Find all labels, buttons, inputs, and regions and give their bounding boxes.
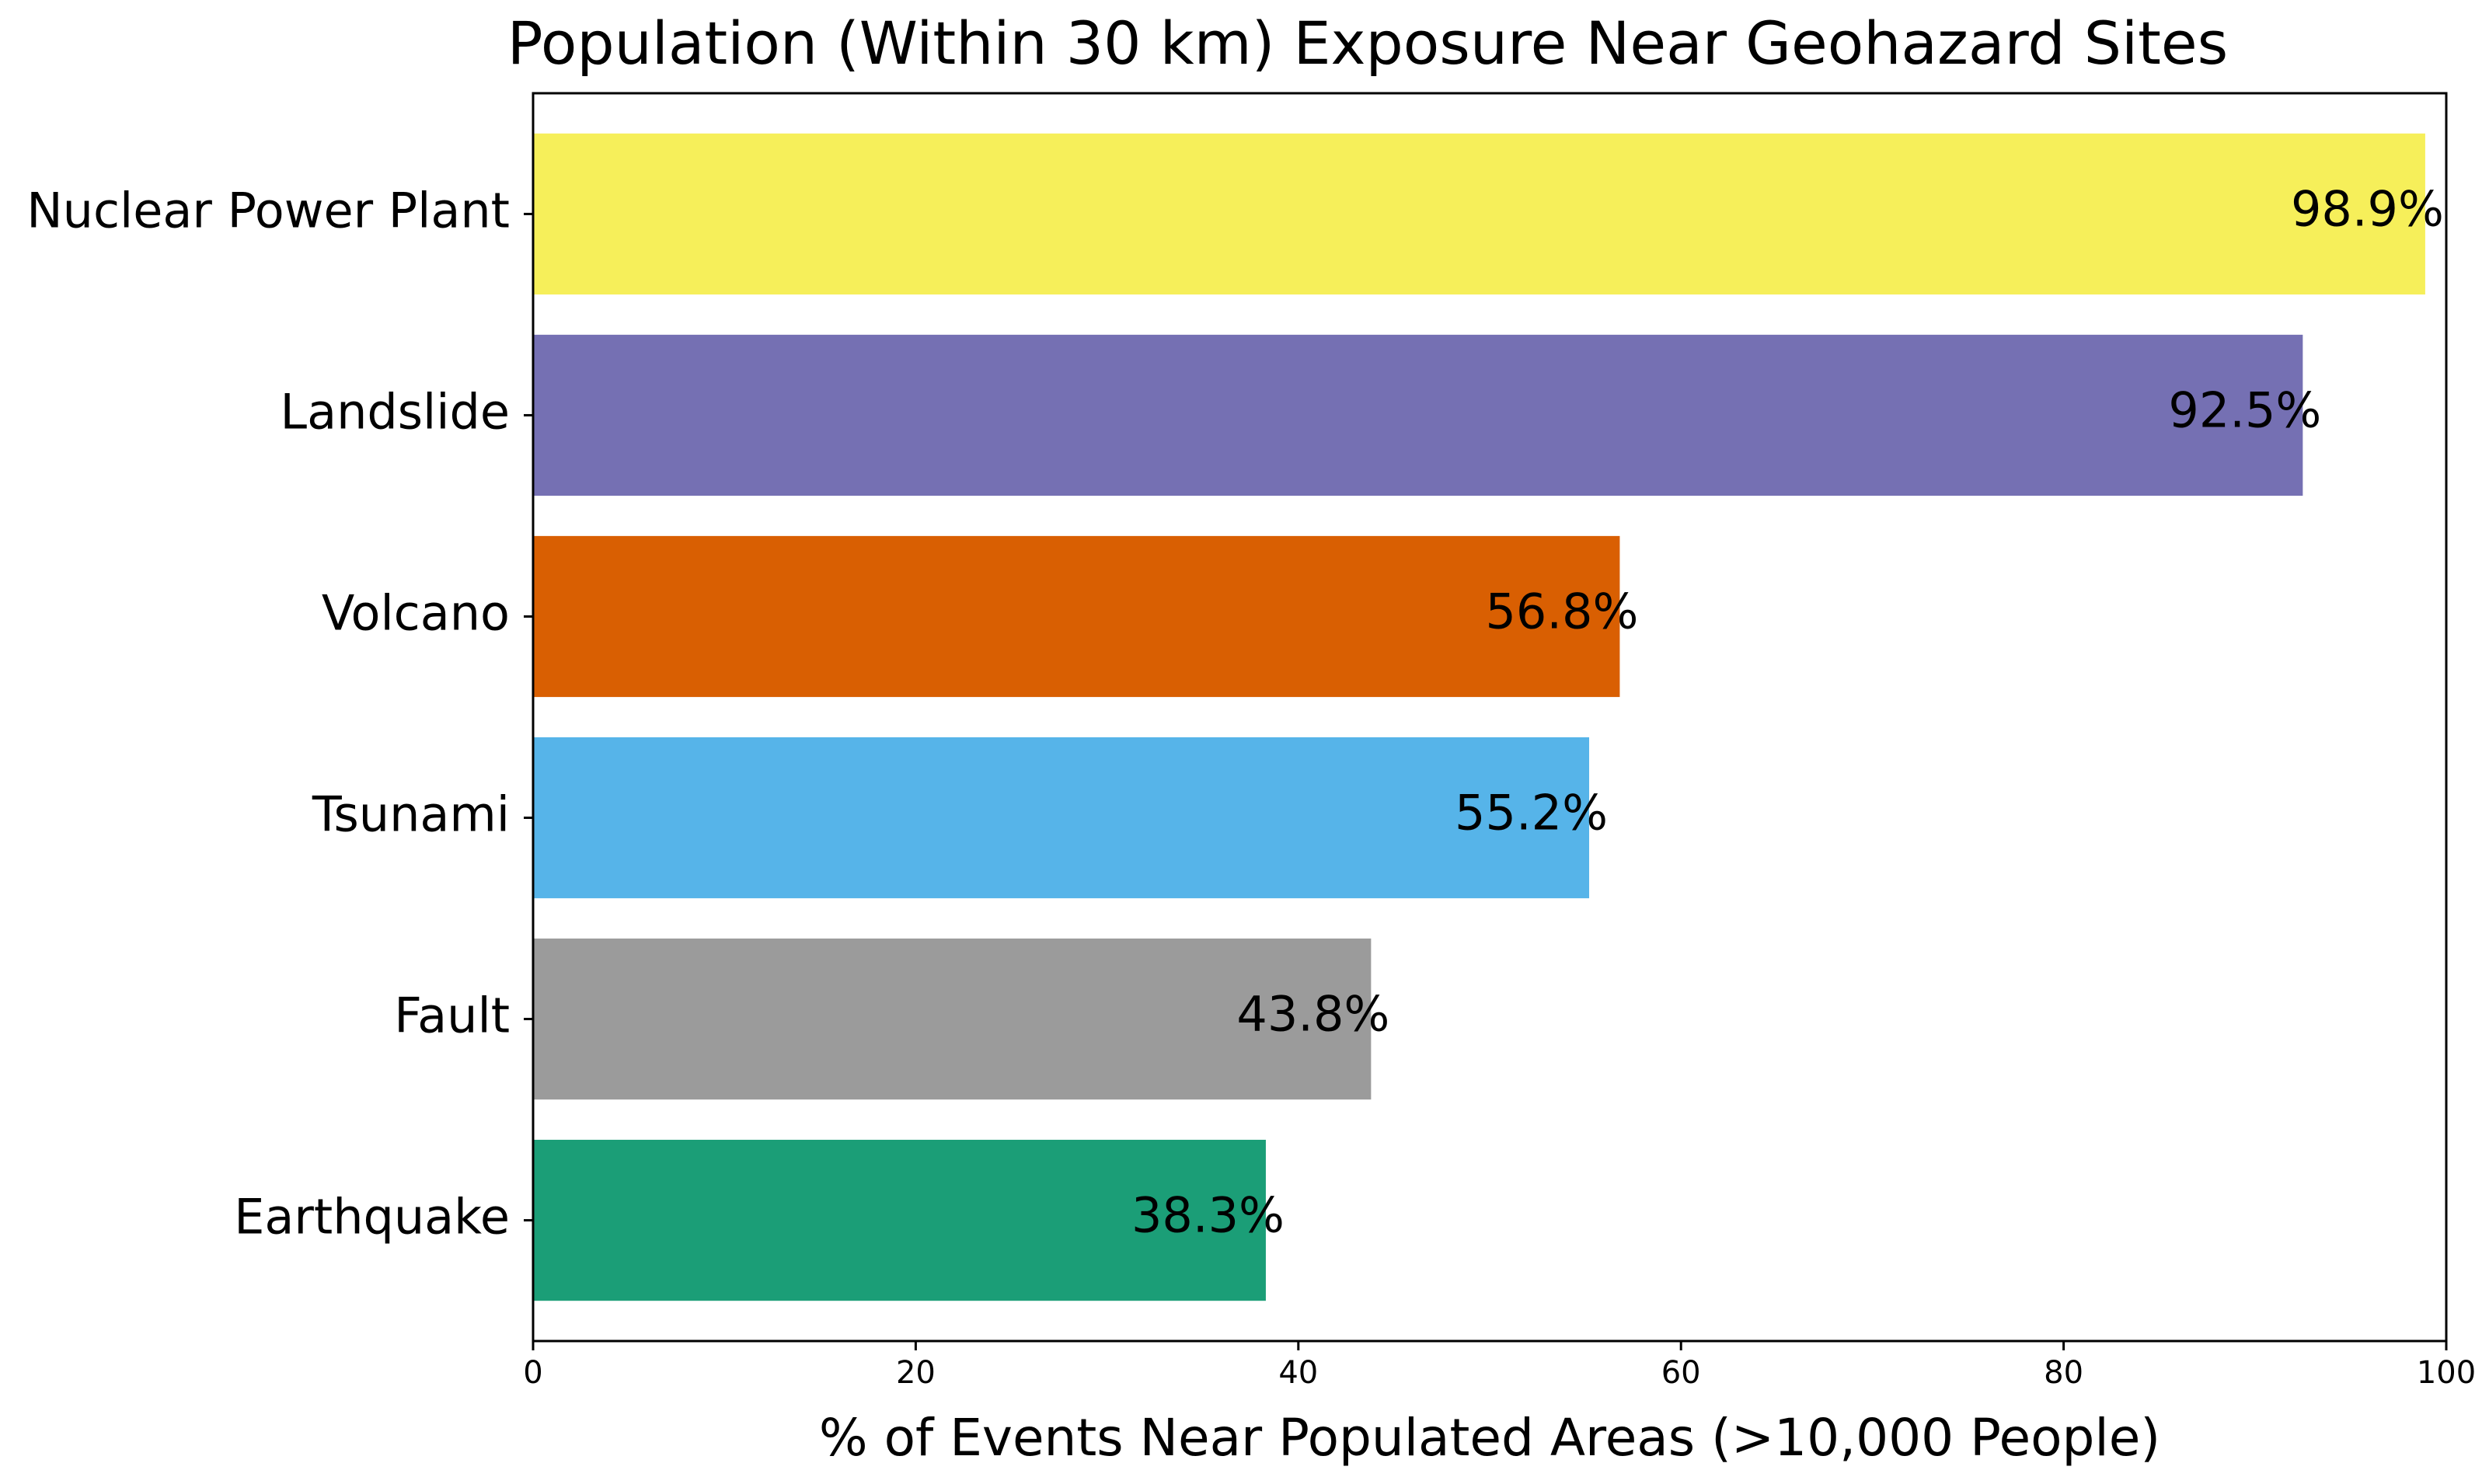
y-tick-label: Landslide (281, 384, 510, 441)
x-tick-label: 20 (896, 1355, 936, 1391)
plot-frame (532, 92, 2448, 1343)
data-label: 55.2% (1455, 785, 1608, 841)
y-tick-label: Fault (394, 988, 510, 1044)
y-tick-label: Earthquake (234, 1189, 510, 1245)
x-tick-label: 100 (2417, 1355, 2476, 1391)
x-axis-label: % of Events Near Populated Areas (>10,00… (819, 1408, 2160, 1468)
data-label: 98.9% (2291, 181, 2444, 238)
y-tick-label: Tsunami (312, 786, 510, 843)
x-axis: 0 20 40 60 80 100 (523, 1341, 2476, 1391)
bars-layer (533, 133, 2425, 1301)
bar-landslide (533, 334, 2303, 496)
data-labels-layer: 98.9% 92.5% 56.8% 55.2% 43.8% 38.3% (1131, 181, 2444, 1244)
bar-tsunami (533, 737, 1590, 899)
x-tick-label: 0 (523, 1355, 542, 1391)
data-label: 92.5% (2168, 382, 2321, 439)
y-tick-label: Nuclear Power Plant (26, 183, 510, 239)
bar-nuclear-power-plant (533, 133, 2425, 295)
bar-volcano (533, 535, 1620, 698)
data-label: 56.8% (1485, 583, 1638, 640)
x-tick-label: 40 (1278, 1355, 1318, 1391)
bar-fault (533, 938, 1372, 1100)
chart-title: Population (Within 30 km) Exposure Near … (507, 9, 2229, 78)
x-tick-label: 60 (1661, 1355, 1701, 1391)
x-tick-label: 80 (2044, 1355, 2083, 1391)
y-tick-label: Volcano (322, 585, 510, 642)
data-label: 43.8% (1236, 986, 1389, 1043)
bar-earthquake (533, 1139, 1266, 1301)
data-label: 38.3% (1131, 1187, 1285, 1244)
y-axis: Nuclear Power Plant Landslide Volcano Tsuna… (26, 183, 533, 1245)
